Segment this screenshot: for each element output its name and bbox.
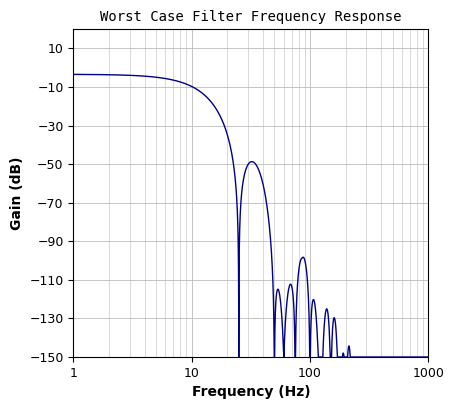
Y-axis label: Gain (dB): Gain (dB): [10, 156, 24, 230]
Title: Worst Case Filter Frequency Response: Worst Case Filter Frequency Response: [100, 10, 402, 24]
X-axis label: Frequency (Hz): Frequency (Hz): [192, 385, 310, 399]
